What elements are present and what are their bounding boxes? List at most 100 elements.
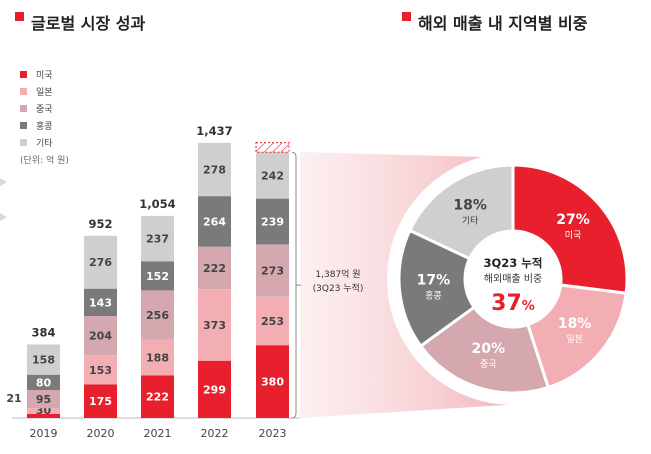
pie-center-unit: % <box>522 299 535 314</box>
bar-segment <box>256 244 289 297</box>
bar-segment <box>141 261 174 291</box>
bar-segment <box>256 296 289 346</box>
bar-segment <box>27 413 60 418</box>
legend-item: 중국 <box>20 100 69 117</box>
legend-swatch <box>20 105 27 112</box>
bar-total-label: 1,054 <box>139 197 175 211</box>
bracket-label: (3Q23 누적) <box>313 282 364 294</box>
bar-value-label: 143 <box>89 296 112 309</box>
bar-value-label: 264 <box>203 215 226 228</box>
bar-segment <box>141 290 174 340</box>
pie-slice <box>418 305 551 395</box>
bar-value-label: 299 <box>203 383 226 396</box>
edge-arrow <box>0 178 7 186</box>
unit-label: (단위: 억 원) <box>20 156 69 166</box>
bar-segment <box>27 374 60 391</box>
bar-segment <box>198 142 231 197</box>
bar-value-label: 237 <box>146 233 169 246</box>
pie-center-value: 37% <box>491 291 535 316</box>
legend-swatch <box>20 88 27 95</box>
bar-segment <box>27 344 60 375</box>
pie-chart-title: 해외 매출 내 지역별 비중 <box>402 10 587 34</box>
legend-item: 홍콩 <box>20 117 69 134</box>
bar-segment <box>84 288 117 317</box>
legend-item: 미국 <box>20 66 69 83</box>
bar-value-label: 222 <box>146 391 169 404</box>
bar-value-label: 204 <box>89 330 112 343</box>
legend-label: 홍콩 <box>36 122 53 132</box>
bar-value-label: 373 <box>203 319 226 332</box>
title-marker <box>402 11 411 21</box>
bar-value-label: 273 <box>261 265 284 278</box>
bar-chart-title: 글로벌 시장 성과 <box>15 10 145 34</box>
pie-value-label: 17% <box>417 273 451 289</box>
bracket-label: 1,387억 원 <box>315 268 360 280</box>
pie-slice-label: 기타 <box>462 215 479 226</box>
bar-value-label: 253 <box>261 315 284 328</box>
edge-arrow <box>0 213 7 221</box>
bar-segment <box>198 246 231 290</box>
bar-value-label: 153 <box>89 364 112 377</box>
bar-segment <box>198 360 231 418</box>
donut-hole <box>467 233 559 325</box>
pie-center-subtitle: 해외매출 비중 <box>484 272 542 285</box>
bar-total-label: 1,437 <box>196 124 232 138</box>
pie-value-label: 18% <box>558 316 592 332</box>
bar-value-label: 239 <box>261 216 284 229</box>
legend-item: 기타 <box>20 134 69 151</box>
legend-item: 일본 <box>20 83 69 100</box>
pie-slice <box>397 228 477 349</box>
forecast-hatch <box>255 142 290 153</box>
bar-value-label: 222 <box>203 262 226 275</box>
bar-value-label: 380 <box>261 376 284 389</box>
bar-segment <box>141 339 174 376</box>
pie-center-number: 37 <box>491 291 522 316</box>
bar-chart: 2130958015838420191751532041432769522020… <box>6 124 363 440</box>
pie-slice <box>511 163 629 295</box>
bar-value-label: 158 <box>32 354 55 367</box>
legend-label: 기타 <box>36 139 53 149</box>
pie-slice <box>407 163 515 261</box>
bar-segment <box>198 289 231 361</box>
bar-value-label: 152 <box>146 270 169 283</box>
pie-slice-label: 일본 <box>566 334 583 345</box>
pie-slice-label: 홍콩 <box>425 290 442 302</box>
legend-label: 미국 <box>36 71 53 81</box>
bar-value-label: 175 <box>89 395 112 408</box>
bar-value-label: 242 <box>261 169 284 182</box>
bar-segment <box>141 375 174 418</box>
pie-center-title: 3Q23 누적 <box>484 256 543 270</box>
legend-label: 일본 <box>36 88 53 98</box>
legend-swatch <box>20 139 27 146</box>
title-marker <box>15 11 24 21</box>
legend: 미국 일본 중국 홍콩 기타 (단위: 억 원) <box>20 66 69 166</box>
bar-value-label: 256 <box>146 309 169 322</box>
bar-segment <box>256 152 289 199</box>
pie-chart-title-text: 해외 매출 내 지역별 비중 <box>418 14 588 33</box>
bar-value-label: 95 <box>36 393 51 406</box>
bar-segment <box>84 316 117 356</box>
pie-slice-label: 중국 <box>480 359 497 370</box>
bar-total-label: 384 <box>31 325 55 339</box>
bar-segment <box>256 198 289 245</box>
bar-segment <box>84 355 117 385</box>
bar-segment <box>256 345 289 418</box>
pie-slice-label: 미국 <box>565 230 582 241</box>
bar-total-label: 952 <box>88 217 112 231</box>
pie-value-label: 27% <box>556 212 590 228</box>
bar-segment <box>84 235 117 289</box>
x-tick-label: 2020 <box>87 427 115 440</box>
pie-value-label: 18% <box>453 197 487 213</box>
x-tick-label: 2023 <box>259 427 287 440</box>
bar-segment <box>141 215 174 262</box>
bar-value-label: 278 <box>203 163 226 176</box>
bracket <box>291 151 297 419</box>
bar-segment <box>27 390 60 409</box>
bar-segment <box>84 384 117 418</box>
pie-value-label: 20% <box>472 341 506 357</box>
legend-swatch <box>20 71 27 78</box>
bar-segment <box>27 408 60 414</box>
x-tick-label: 2022 <box>201 427 229 440</box>
